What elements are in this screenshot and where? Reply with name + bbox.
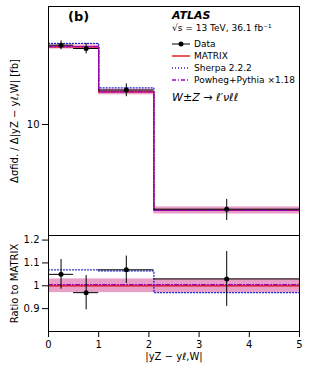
html-text:Data: Data	[194, 39, 216, 49]
svg-text:3: 3	[196, 339, 202, 350]
svg-text:1: 1	[33, 280, 39, 291]
svg-text:0.9: 0.9	[24, 303, 40, 314]
svg-text:Ratio to MATRIX: Ratio to MATRIX	[9, 244, 20, 324]
html-text:MATRIX: MATRIX	[194, 51, 228, 61]
svg-text:5: 5	[296, 339, 302, 350]
html-text:ATLAS: ATLAS	[172, 9, 211, 22]
svg-text:1.2: 1.2	[24, 234, 40, 245]
svg-text:0: 0	[45, 339, 51, 350]
svg-text:1: 1	[96, 339, 102, 350]
svg-text:4: 4	[246, 339, 252, 350]
svg-text:10: 10	[27, 119, 40, 130]
html-text:W±Z → ℓ′νℓℓ: W±Z → ℓ′νℓℓ	[172, 91, 239, 104]
svg-text:1.1: 1.1	[24, 257, 40, 268]
html-text:(b): (b)	[68, 9, 90, 24]
svg-text:|yZ − yℓ,W|: |yZ − yℓ,W|	[145, 351, 202, 363]
html-text:√s = 13 TeV, 36.1 fb⁻¹: √s = 13 TeV, 36.1 fb⁻¹	[172, 23, 272, 33]
html-text:Powheg+Pythia ×1.18: Powheg+Pythia ×1.18	[194, 75, 295, 85]
html-text:Sherpa 2.2.2: Sherpa 2.2.2	[194, 63, 252, 73]
svg-text:Δσfid. / Δ|yZ − yℓ,W| [fb]: Δσfid. / Δ|yZ − yℓ,W| [fb]	[9, 59, 21, 183]
svg-text:2: 2	[146, 339, 152, 350]
